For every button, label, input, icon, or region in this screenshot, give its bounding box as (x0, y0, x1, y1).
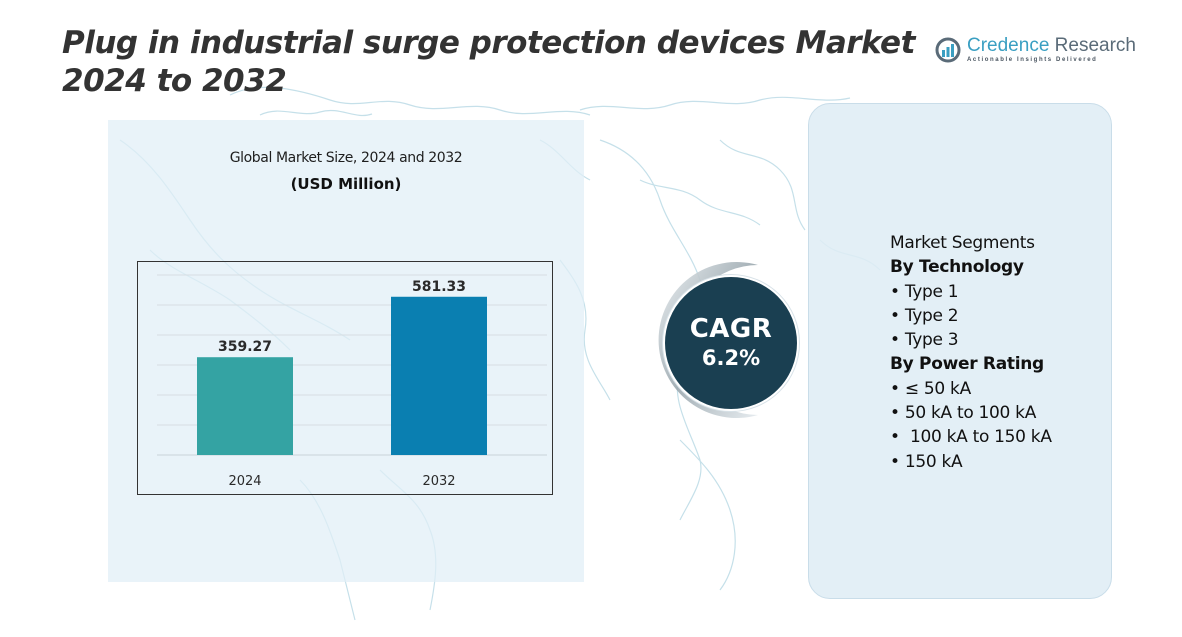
x-tick-label: 2024 (228, 474, 261, 489)
bullet-icon: • (890, 403, 900, 424)
cagr-label: CAGR (689, 314, 773, 344)
segment-item-label: 150 kA (904, 451, 963, 472)
credence-research-logo: Credence Research Actionable Insights De… (935, 36, 1136, 63)
page-title: Plug in industrial surge protection devi… (62, 25, 915, 99)
bullet-icon: • (890, 427, 900, 448)
segment-item: • 100 kA to 150 kA (890, 425, 1052, 449)
chart-unit-label: (USD Million) (290, 175, 402, 193)
logo-name: Credence Research (967, 36, 1136, 56)
chart-title: Global Market Size, 2024 and 2032 (229, 150, 463, 166)
segment-item: • Type 1 (890, 280, 1052, 304)
segment-group-title: By Power Rating (890, 354, 1044, 375)
segments-panel (808, 103, 1112, 599)
segment-item: • 50 kA to 100 kA (890, 401, 1052, 425)
logo-chart-icon (935, 37, 961, 62)
bar-2032 (391, 296, 487, 455)
cagr-badge: CAGR 6.2% (663, 275, 799, 411)
bullet-icon: • (890, 281, 900, 302)
logo-name-research: Research (1049, 35, 1136, 56)
x-tick-label: 2032 (422, 474, 455, 489)
logo-name-credence: Credence (967, 35, 1050, 56)
segment-item-label: 100 kA to 150 kA (904, 427, 1052, 448)
logo-tagline: Actionable Insights Delivered (967, 57, 1098, 63)
chart-frame (137, 261, 553, 495)
bullet-icon: • (890, 330, 900, 351)
segment-item-label: Type 3 (904, 330, 959, 351)
segment-item-label: 50 kA to 100 kA (904, 403, 1037, 424)
segment-item: • ≤ 50 kA (890, 377, 1052, 401)
segment-item-label: Type 2 (904, 305, 959, 326)
segment-item-label: ≤ 50 kA (904, 378, 971, 399)
market-size-panel (108, 120, 584, 582)
segment-item: • 150 kA (890, 450, 1052, 474)
segment-group-title: By Technology (890, 257, 1024, 278)
bullet-icon: • (890, 451, 900, 472)
market-segments-list: Market Segments By Technology • Type 1 •… (890, 231, 1052, 474)
segment-item-label: Type 1 (904, 281, 959, 302)
cagr-value: 6.2% (701, 346, 761, 370)
segments-heading: Market Segments (890, 233, 1035, 253)
data-label-2024: 359.27 (218, 339, 272, 355)
segment-item: • Type 3 (890, 328, 1052, 352)
bar-2024 (197, 357, 293, 455)
bullet-icon: • (890, 378, 900, 399)
market-size-bar-chart: 359.27 2024 581.33 2032 (157, 274, 547, 489)
data-label-2032: 581.33 (412, 279, 466, 295)
segment-item: • Type 2 (890, 304, 1052, 328)
bullet-icon: • (890, 305, 900, 326)
